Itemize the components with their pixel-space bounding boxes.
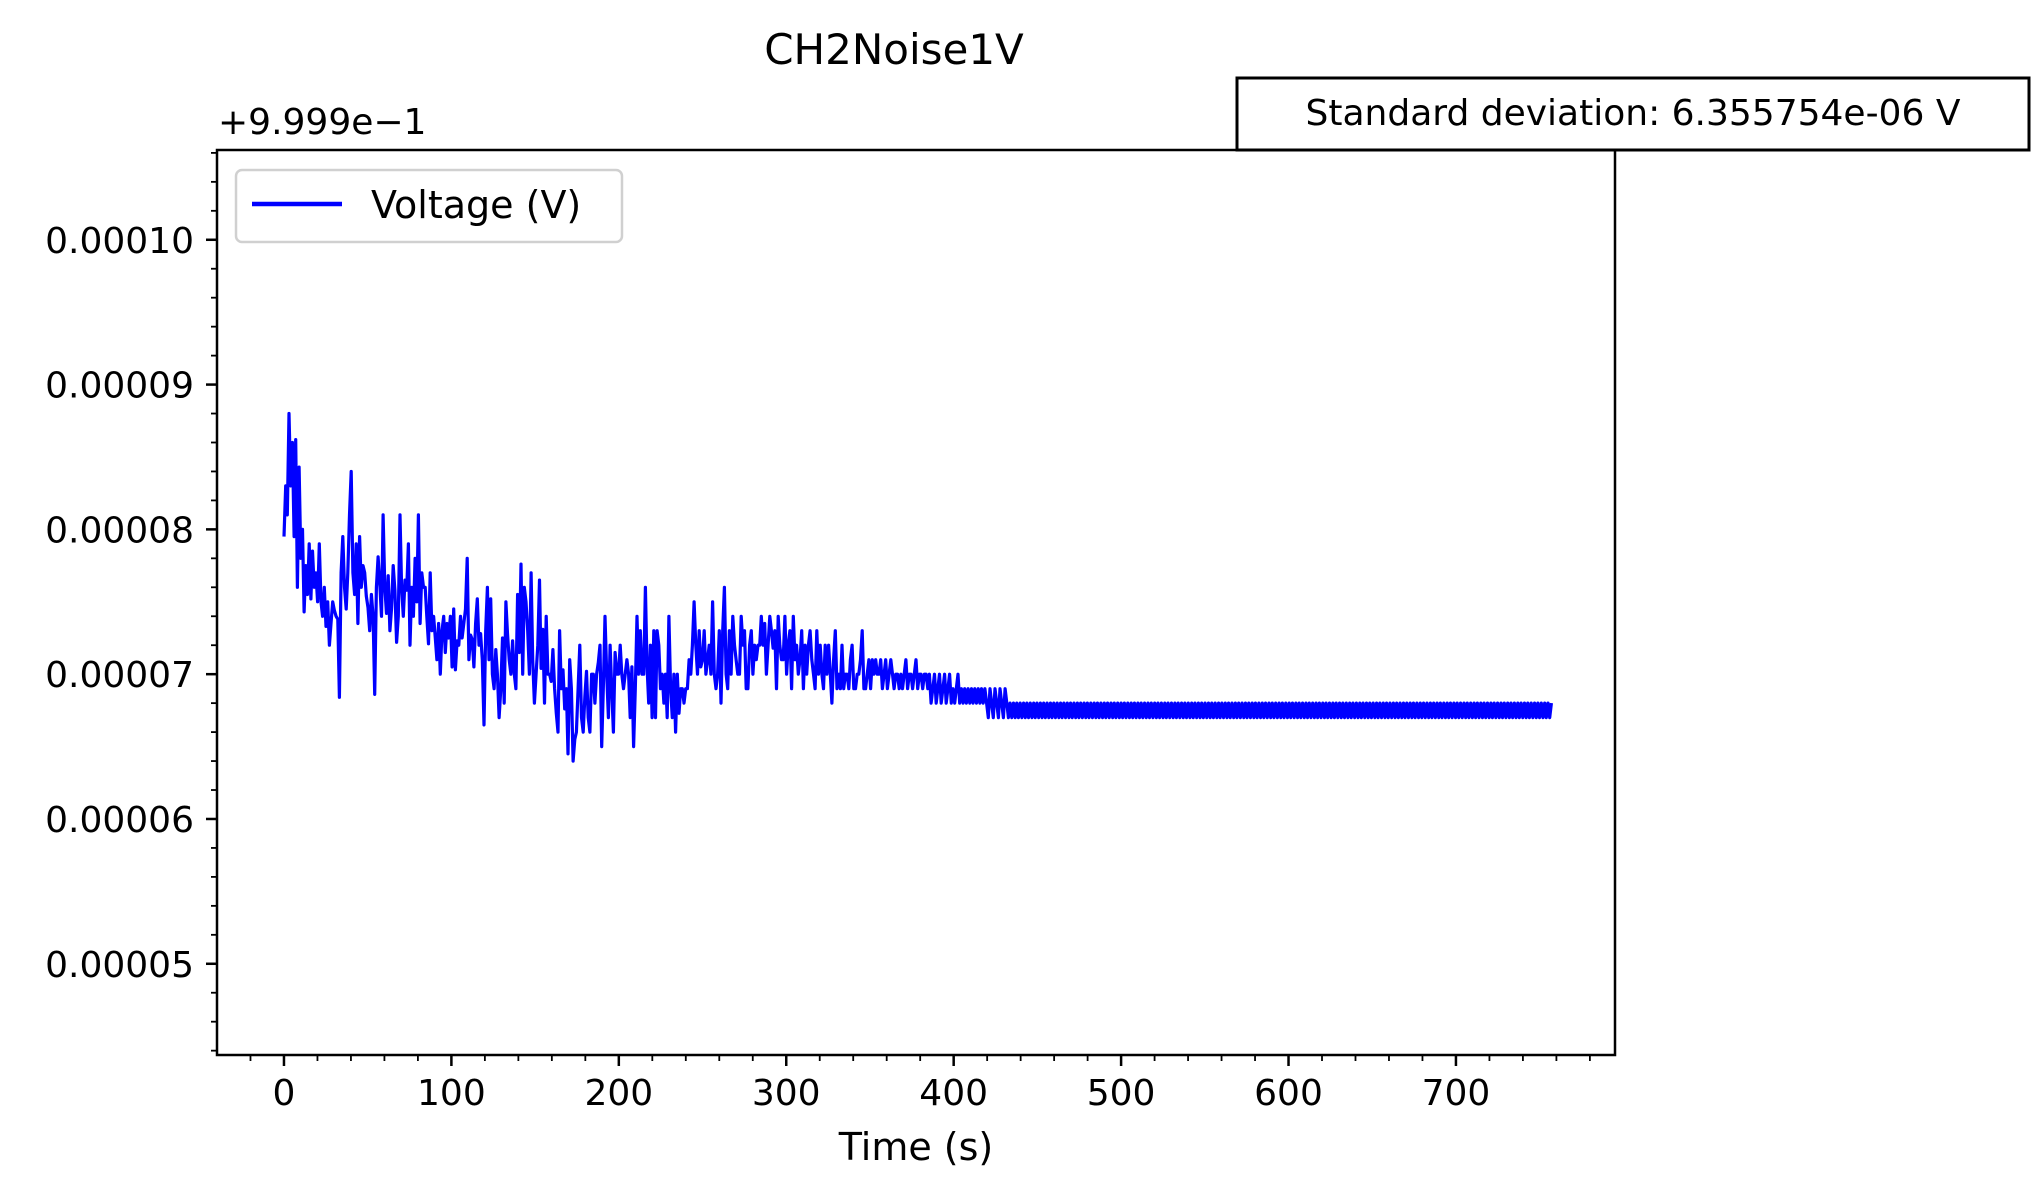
y-tick-label: 0.00008 xyxy=(45,510,194,551)
x-axis-label: Time (s) xyxy=(838,1125,994,1169)
x-tick-label: 500 xyxy=(1087,1073,1156,1114)
legend-label-voltage: Voltage (V) xyxy=(371,183,581,227)
y-offset-text: +9.999e−1 xyxy=(218,102,426,143)
y-axis-ticks: 0.00005 0.00006 0.00007 0.00008 0.00009 0.000… xyxy=(45,221,217,986)
legend: Voltage (V) xyxy=(234,168,624,244)
std-annotation-text: Standard deviation: 6.355754e-06 V xyxy=(1306,93,1961,134)
x-tick-label: 300 xyxy=(752,1073,821,1114)
y-tick-label: 0.00009 xyxy=(45,366,194,407)
y-tick-label: 0.00007 xyxy=(45,655,194,696)
x-tick-label: 0 xyxy=(273,1073,296,1114)
x-tick-label: 100 xyxy=(417,1073,486,1114)
series-line-voltage xyxy=(282,411,1553,763)
series-group xyxy=(282,411,1553,763)
y-tick-label: 0.00005 xyxy=(45,945,194,986)
x-tick-label: 200 xyxy=(584,1073,653,1114)
std-annotation-box: Standard deviation: 6.355754e-06 V xyxy=(1235,76,2031,152)
x-tick-label: 400 xyxy=(919,1073,988,1114)
y-tick-label: 0.00006 xyxy=(45,800,194,841)
legend-frame xyxy=(234,168,624,244)
y-tick-label: 0.00010 xyxy=(45,221,194,262)
x-tick-label: 600 xyxy=(1254,1073,1323,1114)
x-axis-ticks: 0 100 200 300 400 500 600 700 xyxy=(273,1055,1491,1114)
chart-title: CH2Noise1V xyxy=(764,25,1024,74)
x-tick-label: 700 xyxy=(1422,1073,1491,1114)
plot-area-frame xyxy=(215,148,1617,1057)
x-minor-ticks xyxy=(249,1055,1591,1061)
